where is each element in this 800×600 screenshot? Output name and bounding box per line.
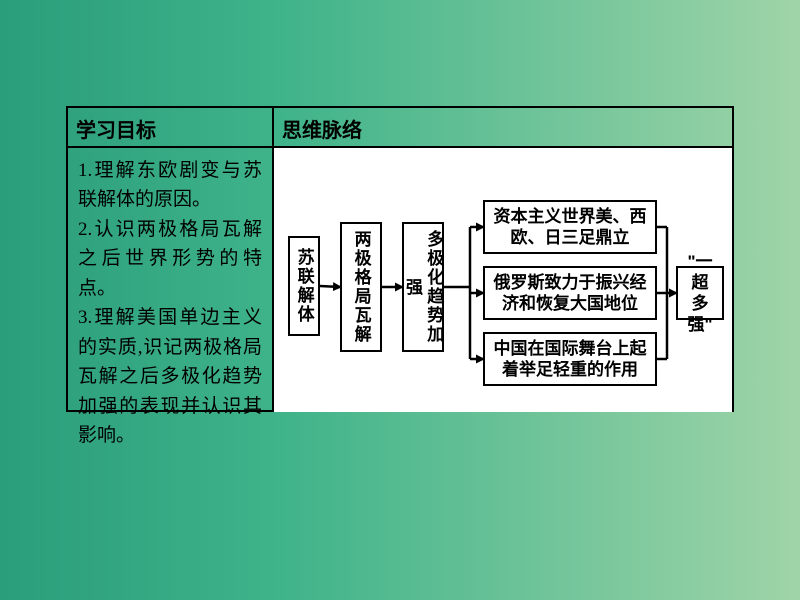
flowchart: 苏联解体两极格局瓦解多极化趋势加强资本主义世界美、西欧、日三足鼎立俄罗斯致力于振… bbox=[274, 148, 732, 412]
flow-node-n5: 俄罗斯致力于振兴经济和恢复大国地位 bbox=[483, 266, 657, 320]
flow-node-n4: 资本主义世界美、西欧、日三足鼎立 bbox=[483, 200, 657, 254]
content-table: 学习目标 思维脉络 1.理解东欧剧变与苏联解体的原因。2.认识两极格局瓦解之后世… bbox=[66, 106, 734, 412]
flow-node-n7: "一超多强" bbox=[676, 266, 724, 320]
flow-node-n2: 两极格局瓦解 bbox=[340, 222, 382, 352]
flow-node-n3: 多极化趋势加强 bbox=[402, 222, 444, 352]
objectives-text: 1.理解东欧剧变与苏联解体的原因。2.认识两极格局瓦解之后世界形势的特点。3.理… bbox=[68, 148, 274, 412]
table-header-row: 学习目标 思维脉络 bbox=[68, 108, 732, 148]
header-objectives: 学习目标 bbox=[68, 108, 274, 146]
table-body-row: 1.理解东欧剧变与苏联解体的原因。2.认识两极格局瓦解之后世界形势的特点。3.理… bbox=[68, 148, 732, 412]
header-mindmap: 思维脉络 bbox=[274, 108, 732, 146]
mindmap-panel: 苏联解体两极格局瓦解多极化趋势加强资本主义世界美、西欧、日三足鼎立俄罗斯致力于振… bbox=[274, 148, 732, 412]
flow-node-n1: 苏联解体 bbox=[288, 236, 320, 336]
flow-node-n6: 中国在国际舞台上起着举足轻重的作用 bbox=[483, 332, 657, 386]
